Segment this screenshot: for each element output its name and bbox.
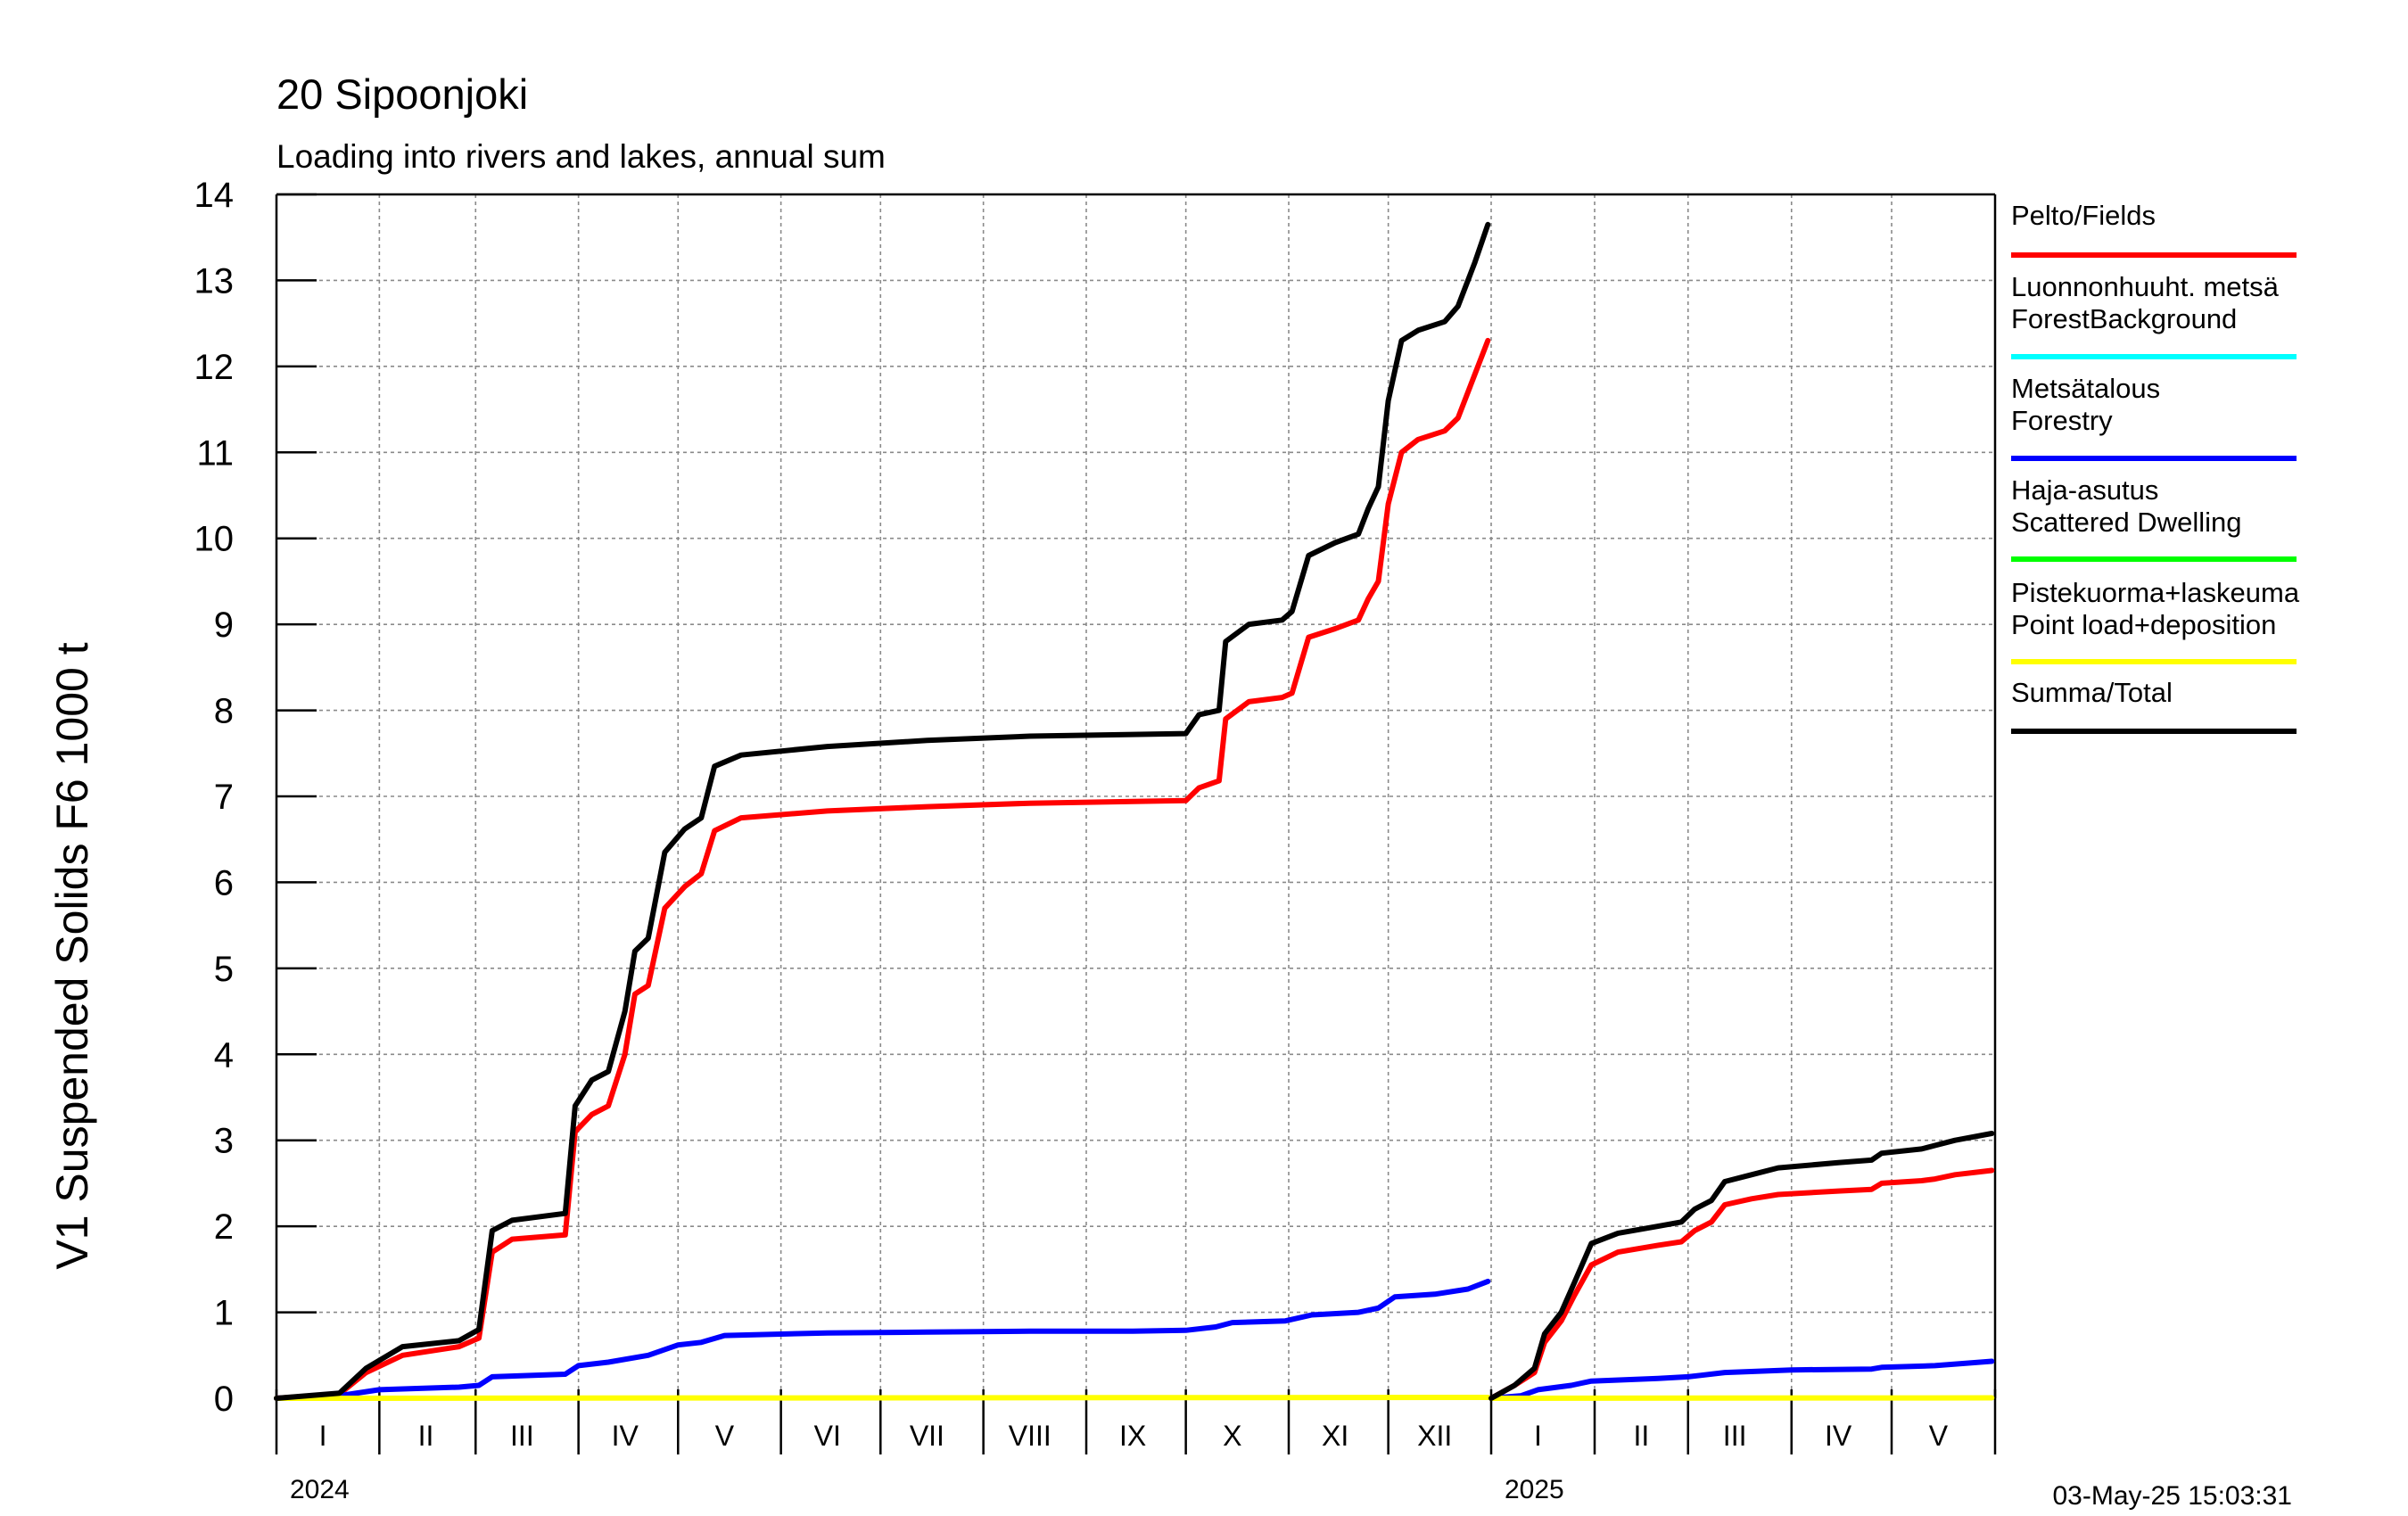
timestamp: 03-May-25 15:03:31	[2052, 1481, 2292, 1511]
x-tick-label: VIII	[1009, 1420, 1051, 1452]
series-line-2	[1489, 1358, 1995, 1401]
chart-title: 20 Sipoonjoki	[276, 70, 528, 118]
legend-label: Metsätalous Forestry	[2011, 373, 2160, 436]
y-tick-label: 5	[214, 950, 234, 989]
x-tick-label: II	[1633, 1420, 1649, 1452]
x-tick-label: IV	[1825, 1420, 1852, 1452]
series-line-5	[1489, 1131, 1995, 1401]
x-tick-label: III	[1723, 1420, 1747, 1452]
series-line-2	[274, 1278, 1491, 1401]
legend-label: Pelto/Fields	[2011, 200, 2156, 231]
series-lines	[274, 221, 1995, 1401]
grid	[276, 194, 1995, 1398]
y-tick-label: 10	[194, 520, 235, 559]
legend-item: Pelto/Fields	[2011, 200, 2297, 258]
legend-item: Pistekuorma+laskeuma Point load+depositio…	[2011, 577, 2300, 664]
legend-item: Metsätalous Forestry	[2011, 373, 2297, 461]
x-tick-label: III	[510, 1420, 534, 1452]
y-tick-label: 3	[214, 1122, 234, 1161]
legend-item: Luonnonhuuht. metsä ForestBackground	[2011, 271, 2297, 359]
x-tick-label: II	[418, 1420, 434, 1452]
y-tick-label: 13	[194, 261, 235, 301]
y-tick-label: 11	[196, 433, 234, 473]
x-year-label: 2025	[1505, 1475, 1564, 1504]
x-tick-label: V	[1929, 1420, 1949, 1452]
x-year-label: 2024	[290, 1475, 350, 1504]
x-tick-label: I	[1534, 1420, 1542, 1452]
legend-item: Haja-asutus Scattered Dwelling	[2011, 474, 2297, 562]
x-tick-label: IV	[612, 1420, 639, 1452]
y-axis-label: V1 Suspended Solids F6 1000 t	[47, 642, 97, 1269]
x-tick-label: VI	[814, 1420, 841, 1452]
y-tick-label: 7	[214, 778, 234, 817]
y-tick-label: 6	[214, 863, 234, 902]
y-tick-label: 4	[214, 1035, 234, 1075]
x-tick-label: I	[319, 1420, 327, 1452]
series-line-0	[274, 337, 1491, 1401]
x-tick-label: V	[715, 1420, 735, 1452]
y-tick-label: 12	[194, 348, 235, 387]
y-tick-label: 2	[214, 1207, 234, 1247]
y-tick-label: 14	[194, 176, 235, 215]
series-line-4	[274, 1395, 1491, 1401]
legend-label: Summa/Total	[2011, 677, 2173, 708]
legend: Pelto/Fields Luonnonhuuht. metsä ForestBac…	[2011, 200, 2300, 734]
series-line-5	[274, 221, 1491, 1401]
legend-label: Pistekuorma+laskeuma Point load+depositio…	[2011, 577, 2300, 640]
y-tick-label: 8	[214, 692, 234, 731]
y-tick-label: 9	[214, 606, 234, 645]
series-line-0	[1489, 1167, 1995, 1401]
y-tick-label: 0	[214, 1380, 234, 1419]
x-tick-label: VII	[910, 1420, 944, 1452]
chart-subtitle: Loading into rivers and lakes, annual su…	[276, 138, 886, 175]
legend-label: Haja-asutus Scattered Dwelling	[2011, 474, 2241, 538]
series-line-4	[1489, 1395, 1995, 1401]
x-tick-label: XI	[1322, 1420, 1348, 1452]
x-tick-label: X	[1223, 1420, 1241, 1452]
legend-item: Summa/Total	[2011, 677, 2297, 734]
legend-label: Luonnonhuuht. metsä ForestBackground	[2011, 271, 2280, 334]
y-tick-label: 1	[214, 1294, 234, 1333]
x-tick-label: IX	[1119, 1420, 1146, 1452]
x-tick-label: XII	[1417, 1420, 1452, 1452]
